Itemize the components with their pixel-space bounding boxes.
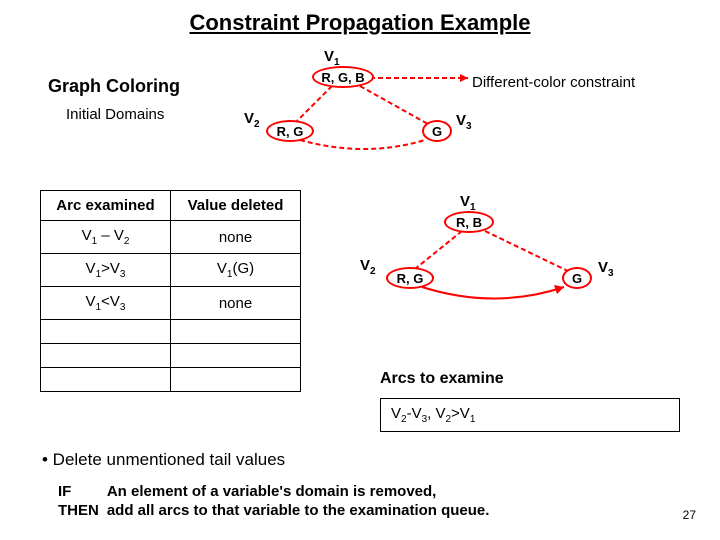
arc-cell: V1<V3: [41, 287, 171, 320]
table-header-val: Value deleted: [171, 191, 301, 221]
if-then-rule: IF An element of a variable's domain is …: [58, 482, 497, 520]
if-label: IF: [58, 482, 107, 501]
page-number: 27: [683, 508, 696, 522]
then-text: add all arcs to that variable to the exa…: [107, 501, 498, 520]
then-label: THEN: [58, 501, 107, 520]
val-cell: V1(G): [171, 254, 301, 287]
val-cell: none: [171, 287, 301, 320]
graph-coloring-label: Graph Coloring: [48, 76, 180, 97]
arc-cell: V1 – V2: [41, 221, 171, 254]
arc-cell: V1>V3: [41, 254, 171, 287]
node2-v3: G: [562, 267, 592, 289]
table-row: V1 – V2 none: [41, 221, 301, 254]
arcs-to-examine-label: Arcs to examine: [380, 370, 504, 388]
if-text: An element of a variable's domain is rem…: [107, 482, 498, 501]
node2-v1: R, B: [444, 211, 494, 233]
arcs-to-examine-box: V2-V3, V2>V1: [380, 398, 680, 432]
node-v3: G: [422, 120, 452, 142]
v1-label2: V1: [460, 193, 476, 213]
graph-updated: V1 R, B V2 R, G V3 G: [350, 195, 640, 315]
table-row: [41, 320, 301, 344]
table-row: V1<V3 none: [41, 287, 301, 320]
graph-initial: V1 R, G, B V2 R, G V3 G: [250, 48, 530, 168]
page-title: Constraint Propagation Example: [0, 0, 720, 36]
node-v2: R, G: [266, 120, 314, 142]
table-row: [41, 344, 301, 368]
v2-label: V2: [244, 110, 260, 130]
node-v1: R, G, B: [312, 66, 374, 88]
v3-label2: V3: [598, 259, 614, 279]
table-row: V1>V3 V1(G): [41, 254, 301, 287]
table-header-arc: Arc examined: [41, 191, 171, 221]
v2-label2: V2: [360, 257, 376, 277]
initial-domains-label: Initial Domains: [66, 106, 164, 123]
v1-label: V1: [324, 48, 340, 68]
table-row: [41, 368, 301, 392]
arc-table: Arc examined Value deleted V1 – V2 none …: [40, 190, 301, 392]
bullet-delete: • Delete unmentioned tail values: [42, 450, 285, 470]
node2-v2: R, G: [386, 267, 434, 289]
val-cell: none: [171, 221, 301, 254]
v3-label: V3: [456, 112, 472, 132]
